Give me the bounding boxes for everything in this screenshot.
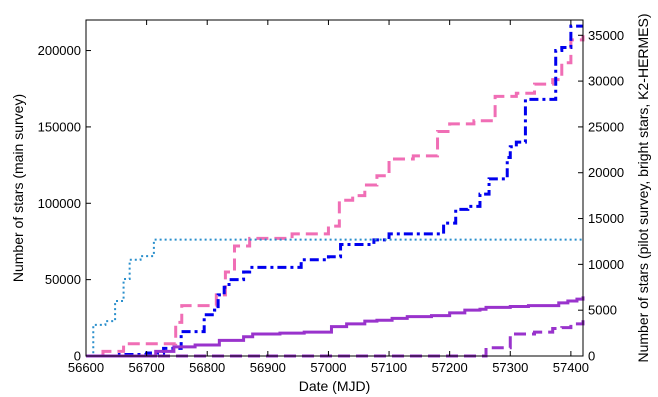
y-left-tick-label: 150000: [38, 119, 81, 134]
y-left-tick-label: 200000: [38, 43, 81, 58]
x-tick-label: 57100: [371, 360, 407, 375]
y-right-tick-label: 0: [588, 349, 595, 364]
y-right-tick-label: 5000: [588, 303, 617, 318]
y-left-tick-label: 100000: [38, 196, 81, 211]
x-tick-label: 56800: [189, 360, 225, 375]
y-left-tick-label: 50000: [45, 272, 81, 287]
x-tick-label: 57300: [492, 360, 528, 375]
x-tick-label: 57400: [553, 360, 589, 375]
y-axis-label-left: Number of stars (main survey): [10, 94, 26, 282]
x-tick-label: 57200: [432, 360, 468, 375]
y-right-tick-label: 20000: [588, 165, 624, 180]
y-right-tick-label: 15000: [588, 211, 624, 226]
y-right-tick-label: 35000: [588, 28, 624, 43]
y-right-tick-label: 25000: [588, 119, 624, 134]
x-tick-label: 56700: [129, 360, 165, 375]
series-line-4: [86, 296, 585, 358]
y-right-tick-label: 30000: [588, 74, 624, 89]
tick-layer: 56600 56700 56800 56900 57000 57100 57200 57300…: [38, 20, 624, 375]
series-line-1: [86, 35, 585, 358]
x-axis-label: Date (MJD): [299, 378, 371, 394]
x-tick-label: 56900: [250, 360, 286, 375]
x-tick-label: 57000: [310, 360, 346, 375]
y-left-tick-label: 0: [74, 349, 81, 364]
plot-frame: [85, 19, 584, 357]
y-axis-label-right: Number of stars (pilot survey, bright st…: [635, 13, 651, 362]
series-line-3: [86, 238, 583, 357]
series-line-2: [86, 24, 583, 358]
series-layer: [86, 24, 585, 358]
x-tick-label: 56600: [68, 360, 104, 375]
series-line-5: [86, 320, 585, 358]
y-right-tick-label: 10000: [588, 257, 624, 272]
